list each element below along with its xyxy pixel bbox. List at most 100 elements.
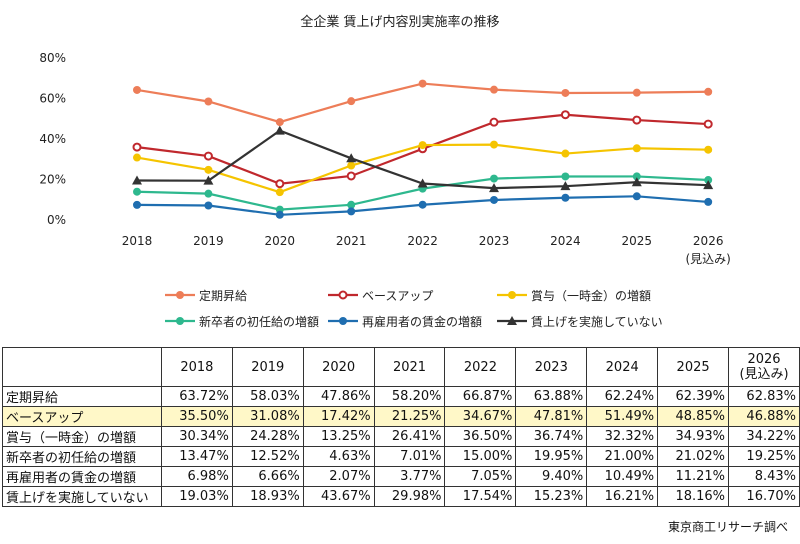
data-point bbox=[490, 85, 498, 94]
table-row: 賞与（一時金）の増額 30.34% 24.28% 13.25% 26.41% 36.50%… bbox=[2, 426, 800, 447]
table-cell: 30.34% bbox=[160, 426, 233, 447]
table-cell: 8.43% bbox=[728, 466, 800, 487]
x-tick-sublabel: (見込み) bbox=[686, 252, 731, 266]
table-cell: 12.52% bbox=[231, 446, 304, 467]
data-point bbox=[490, 174, 498, 183]
table-cell: 18.16% bbox=[657, 486, 730, 507]
data-point bbox=[274, 125, 285, 135]
legend-marker bbox=[339, 317, 347, 325]
legend-label: 賞与（一時金）の増額 bbox=[531, 288, 651, 303]
legend-marker bbox=[338, 290, 348, 300]
data-point bbox=[417, 178, 428, 188]
x-tick-label: 2018 bbox=[122, 234, 153, 248]
data-point bbox=[704, 145, 713, 154]
table-cell: 19.03% bbox=[160, 486, 233, 507]
data-point bbox=[561, 149, 570, 158]
table-cell: 17.42% bbox=[302, 406, 375, 427]
table-cell: 62.24% bbox=[586, 386, 659, 407]
data-point bbox=[275, 188, 284, 197]
table-cell: 11.21% bbox=[657, 466, 730, 487]
table-cell: 15.23% bbox=[515, 486, 588, 507]
table-row-label: ベースアップ bbox=[2, 406, 162, 427]
x-tick-label: 2022 bbox=[407, 234, 438, 248]
table-column-header: 2022 bbox=[444, 347, 517, 387]
table-cell: 58.20% bbox=[373, 386, 446, 407]
data-point bbox=[133, 153, 141, 162]
data-point bbox=[346, 153, 357, 163]
table-cell: 66.87% bbox=[444, 386, 517, 407]
data-point bbox=[490, 195, 498, 204]
data-point bbox=[346, 171, 356, 181]
table-cell: 9.40% bbox=[515, 466, 588, 487]
chart-title: 全企業 賃上げ内容別実施率の推移 bbox=[300, 14, 499, 30]
table-cell: 29.98% bbox=[373, 486, 446, 507]
table-cell: 36.50% bbox=[444, 426, 517, 447]
table-cell: 19.95% bbox=[515, 446, 588, 467]
table-cell: 47.81% bbox=[515, 406, 588, 427]
data-point bbox=[560, 181, 571, 191]
x-tick-label: 2024 bbox=[550, 234, 581, 248]
data-point bbox=[204, 189, 213, 198]
data-point bbox=[631, 177, 642, 187]
data-point bbox=[489, 117, 499, 127]
data-point bbox=[632, 115, 642, 125]
data-point bbox=[133, 85, 141, 94]
data-point bbox=[632, 192, 641, 201]
y-tick-label: 0% bbox=[47, 213, 66, 227]
data-point bbox=[275, 179, 285, 189]
table-row: 新卒者の初任給の増額 13.47% 12.52% 4.63% 7.01% 15.00% 19… bbox=[2, 446, 800, 467]
data-point bbox=[490, 140, 498, 149]
y-tick-label: 20% bbox=[39, 173, 66, 187]
data-point bbox=[418, 141, 427, 150]
table-cell: 63.72% bbox=[160, 386, 233, 407]
data-point bbox=[275, 118, 284, 127]
table-cell: 3.77% bbox=[373, 466, 446, 487]
table-cell: 32.32% bbox=[586, 426, 659, 447]
table-cell: 10.49% bbox=[586, 466, 659, 487]
table-row-label: 賞与（一時金）の増額 bbox=[2, 426, 162, 447]
legend-label: ベースアップ bbox=[362, 289, 433, 303]
x-tick-label: 2025 bbox=[622, 234, 653, 248]
table-cell: 16.21% bbox=[586, 486, 659, 507]
table-cell: 48.85% bbox=[657, 406, 730, 427]
data-table: 2018 2019 2020 2021 2022 2023 2024 2025 2026 (見込み… bbox=[2, 347, 800, 507]
source-note: 東京商工リサーチ調べ bbox=[667, 520, 788, 534]
table-cell: 34.93% bbox=[657, 426, 730, 447]
legend-label: 再雇用者の賃金の増額 bbox=[362, 314, 482, 329]
y-tick-label: 60% bbox=[39, 92, 66, 106]
data-point bbox=[632, 172, 641, 181]
table-cell: 21.25% bbox=[373, 406, 446, 427]
legend-label: 新卒者の初任給の増額 bbox=[199, 314, 319, 329]
line-chart: 全企業 賃上げ内容別実施率の推移 0% 20% 40% 60% 80% 2018 2019 2… bbox=[39, 14, 731, 329]
legend-marker bbox=[508, 291, 516, 299]
table-cell: 46.88% bbox=[728, 406, 800, 427]
x-tick-label: 2019 bbox=[193, 234, 224, 248]
table-cell: 63.88% bbox=[515, 386, 588, 407]
table-column-header: 2020 bbox=[302, 347, 375, 387]
table-cell: 4.63% bbox=[302, 446, 375, 467]
table-row-label: 定期昇給 bbox=[2, 386, 162, 407]
data-point bbox=[132, 142, 142, 152]
data-point bbox=[632, 88, 641, 97]
data-point bbox=[704, 87, 713, 96]
data-point bbox=[132, 175, 142, 185]
data-point bbox=[347, 200, 356, 209]
table-cell: 35.50% bbox=[160, 406, 233, 427]
data-point bbox=[204, 165, 213, 174]
table-cell: 2.07% bbox=[302, 466, 375, 487]
table-cell: 16.70% bbox=[728, 486, 800, 507]
y-tick-label: 40% bbox=[39, 132, 66, 146]
data-point bbox=[703, 180, 714, 190]
table-cell: 58.03% bbox=[231, 386, 304, 407]
legend-marker bbox=[507, 316, 517, 325]
x-tick-label: 2021 bbox=[336, 234, 367, 248]
data-point bbox=[489, 183, 499, 193]
table-cell: 13.25% bbox=[302, 426, 375, 447]
data-point bbox=[203, 175, 214, 185]
series-line bbox=[136, 82, 709, 124]
table-row-label: 再雇用者の賃金の増額 bbox=[2, 466, 162, 487]
table-column-header: 2018 bbox=[160, 347, 233, 387]
x-tick-label: 2020 bbox=[265, 234, 296, 248]
data-point bbox=[560, 110, 570, 120]
table-header-row: 2018 2019 2020 2021 2022 2023 2024 2025 2026 (見込み… bbox=[2, 347, 800, 387]
